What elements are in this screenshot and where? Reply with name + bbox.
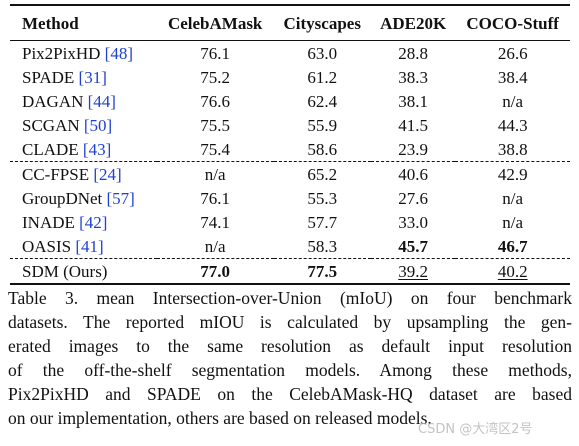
- value-cell-ade: 38.3: [398, 67, 429, 87]
- value-cell-city: 55.9: [307, 115, 338, 135]
- value-cell-ade: 33.0: [398, 212, 429, 232]
- method-cell: CC-FPSE [24]: [10, 161, 157, 186]
- value-cell-coco: 46.7: [497, 236, 528, 256]
- citation-link[interactable]: [44]: [87, 91, 116, 111]
- caption-line: erated images to the same resolution as …: [8, 336, 572, 356]
- method-name: CC-FPSE: [22, 164, 90, 184]
- method-cell: DAGAN [44]: [10, 89, 157, 113]
- caption-line: of the off-the-shelf segmentation models…: [8, 360, 572, 380]
- value-cell-celeb: n/a: [204, 236, 226, 256]
- value-cell-coco: n/a: [502, 188, 524, 208]
- value-cell-ade: 28.8: [398, 43, 429, 63]
- value-cell-city: 63.0: [307, 43, 338, 63]
- value-cell-city: 58.3: [307, 236, 338, 256]
- caption-line: Pix2PixHD and SPADE on the CelebAMask-HQ…: [8, 384, 572, 404]
- method-name: SPADE: [22, 67, 75, 87]
- table-row: CLADE [43] 75.4 58.6 23.9 38.8: [10, 137, 570, 162]
- citation-link[interactable]: [48]: [104, 43, 133, 63]
- citation-link[interactable]: [42]: [79, 212, 108, 232]
- value-cell-ade: 39.2: [370, 258, 456, 285]
- value-cell-celeb: 75.2: [200, 67, 231, 87]
- citation-link[interactable]: [43]: [82, 139, 112, 159]
- header-ade20k: ADE20K: [370, 4, 456, 41]
- value-cell-coco: n/a: [502, 91, 524, 111]
- value-cell-coco: n/a: [502, 212, 524, 232]
- caption-line: on our implementation, others are based …: [8, 408, 432, 428]
- method-name: SDM (Ours): [22, 261, 108, 281]
- caption-line: Table 3. mean Intersection-over-Union (m…: [8, 288, 572, 308]
- value-cell-coco: 40.2: [455, 258, 570, 285]
- method-name: SCGAN: [22, 115, 80, 135]
- value-cell-coco: 42.9: [455, 161, 570, 186]
- caption-line: datasets. The reported mIOU is calculate…: [8, 312, 572, 332]
- table-caption: Table 3. mean Intersection-over-Union (m…: [8, 286, 572, 430]
- method-cell: SDM (Ours): [10, 258, 157, 285]
- value-cell-city: 55.3: [307, 188, 338, 208]
- value-cell-coco: 38.4: [497, 67, 528, 87]
- value-cell-ade: 45.7: [398, 236, 429, 256]
- method-cell: OASIS [41]: [10, 234, 157, 259]
- method-cell: SCGAN [50]: [10, 113, 157, 137]
- miou-results-table: Method CelebAMask Cityscapes ADE20K COCO…: [10, 4, 570, 285]
- method-cell: CLADE [43]: [10, 137, 157, 162]
- value-cell-celeb: 76.1: [200, 188, 231, 208]
- value-cell-city: 57.7: [307, 212, 338, 232]
- value-cell-coco: 26.6: [497, 43, 528, 63]
- method-name: INADE: [22, 212, 75, 232]
- value-cell-coco: 38.8: [497, 139, 528, 159]
- citation-link[interactable]: [57]: [106, 188, 135, 208]
- method-cell: GroupDNet [57]: [10, 186, 157, 210]
- method-cell: Pix2PixHD [48]: [10, 41, 157, 66]
- value-cell-ade: 41.5: [398, 115, 429, 135]
- value-cell-city: 62.4: [307, 91, 338, 111]
- table-row: SCGAN [50] 75.5 55.9 41.5 44.3: [10, 113, 570, 137]
- value-cell-celeb: 76.6: [200, 91, 231, 111]
- citation-link[interactable]: [31]: [78, 67, 107, 87]
- method-cell: SPADE [31]: [10, 65, 157, 89]
- value-cell-celeb: 76.1: [200, 43, 231, 63]
- method-cell: INADE [42]: [10, 210, 157, 234]
- value-cell-celeb: 74.1: [200, 212, 231, 232]
- table-row: SDM (Ours) 77.0 77.5 39.2 40.2: [10, 258, 570, 285]
- table-row: INADE [42] 74.1 57.7 33.0 n/a: [10, 210, 570, 234]
- table-row: GroupDNet [57] 76.1 55.3 27.6 n/a: [10, 186, 570, 210]
- value-cell-ade: 23.9: [398, 139, 429, 159]
- method-name: OASIS: [22, 236, 72, 256]
- header-method: Method: [10, 4, 157, 41]
- value-cell-city: 58.6: [307, 139, 338, 159]
- table-row: Pix2PixHD [48] 76.1 63.0 28.8 26.6: [10, 41, 570, 66]
- value-cell-city: 77.5: [273, 258, 371, 285]
- value-cell-ade: 40.6: [370, 161, 456, 186]
- value-cell-city: 65.2: [273, 161, 371, 186]
- value-cell-celeb: n/a: [156, 161, 274, 186]
- citation-link[interactable]: [50]: [83, 115, 113, 135]
- table-row: SPADE [31] 75.2 61.2 38.3 38.4: [10, 65, 570, 89]
- results-table-container: Method CelebAMask Cityscapes ADE20K COCO…: [10, 4, 570, 285]
- value-cell-ade: 38.1: [398, 91, 429, 111]
- table-row: OASIS [41] n/a 58.3 45.7 46.7: [10, 234, 570, 259]
- watermark-text: CSDN @大湾区2号: [418, 422, 533, 437]
- citation-link[interactable]: [24]: [93, 164, 122, 184]
- citation-link[interactable]: [41]: [75, 236, 104, 256]
- table-row: DAGAN [44] 76.6 62.4 38.1 n/a: [10, 89, 570, 113]
- method-name: CLADE: [22, 139, 79, 159]
- value-cell-celeb: 75.4: [200, 139, 231, 159]
- table-body: Pix2PixHD [48] 76.1 63.0 28.8 26.6 SPADE [31]…: [10, 41, 570, 285]
- table-row: CC-FPSE [24] n/a 65.2 40.6 42.9: [10, 161, 570, 186]
- method-name: Pix2PixHD: [22, 43, 101, 63]
- header-cityscapes: Cityscapes: [273, 4, 371, 41]
- value-cell-coco: 44.3: [497, 115, 528, 135]
- header-coco-stuff: COCO-Stuff: [455, 4, 570, 41]
- value-cell-celeb: 77.0: [156, 258, 274, 285]
- method-name: DAGAN: [22, 91, 84, 111]
- value-cell-celeb: 75.5: [200, 115, 231, 135]
- table-header-row: Method CelebAMask Cityscapes ADE20K COCO…: [10, 4, 570, 41]
- method-name: GroupDNet: [22, 188, 103, 208]
- value-cell-ade: 27.6: [398, 188, 429, 208]
- header-celebamask: CelebAMask: [156, 4, 274, 41]
- value-cell-city: 61.2: [307, 67, 338, 87]
